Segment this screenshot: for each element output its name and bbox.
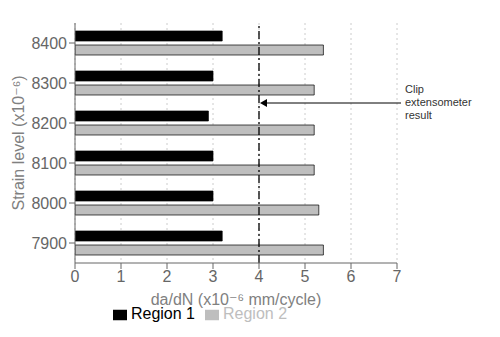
svg-text:8100: 8100 [31,155,67,172]
svg-text:7900: 7900 [31,235,67,252]
svg-text:0: 0 [71,268,80,285]
svg-text:4: 4 [255,268,264,285]
svg-text:Strain level (x10⁻⁶): Strain level (x10⁻⁶) [10,75,27,210]
svg-text:3: 3 [209,268,218,285]
svg-text:5: 5 [301,268,310,285]
svg-text:8200: 8200 [31,115,67,132]
svg-text:6: 6 [347,268,356,285]
html-text:Region 2: Region 2 [223,305,287,322]
svg-text:8400: 8400 [31,35,67,52]
svg-text:8000: 8000 [31,195,67,212]
svg-text:8300: 8300 [31,75,67,92]
html-text:Region 1: Region 1 [131,305,195,322]
svg-text:7: 7 [393,268,402,285]
svg-text:2: 2 [163,268,172,285]
svg-text:Clipextensometerresult: Clipextensometerresult [405,83,472,121]
svg-text:1: 1 [117,268,126,285]
svg-text:da/dN (x10⁻⁶ mm/cycle): da/dN (x10⁻⁶ mm/cycle) [151,291,322,308]
